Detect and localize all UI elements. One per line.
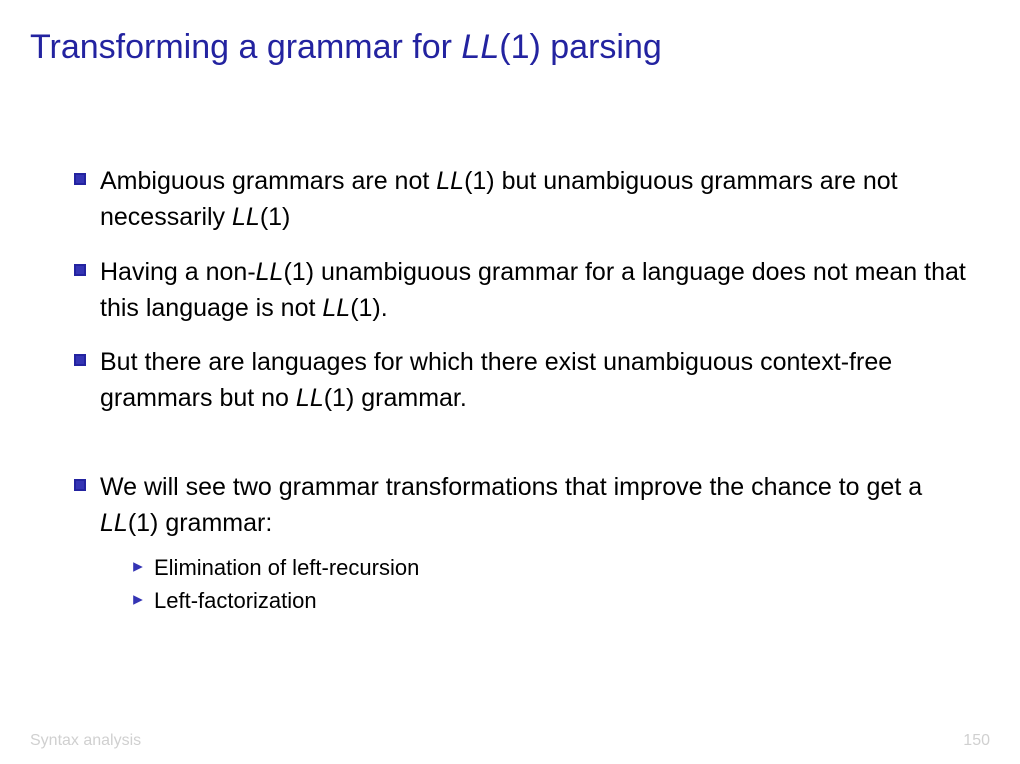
footer-right: 150 (963, 732, 990, 750)
triangle-bullet-icon (132, 593, 144, 611)
content-area: Ambiguous grammars are not LL(1) but una… (30, 163, 990, 617)
triangle-bullet-icon (132, 560, 144, 578)
title-post: (1) parsing (499, 28, 662, 66)
bullet-text: We will see two grammar transformations … (100, 469, 966, 542)
square-bullet-icon (74, 354, 86, 366)
slide-title: Transforming a grammar for LL(1) parsing (30, 28, 990, 67)
footer: Syntax analysis 150 (30, 732, 990, 750)
bullet-item: Having a non-LL(1) unambiguous grammar f… (74, 254, 966, 327)
bullet-item: Ambiguous grammars are not LL(1) but una… (74, 163, 966, 236)
title-pre: Transforming a grammar for (30, 28, 461, 66)
sub-bullet-list: Elimination of left-recursionLeft-factor… (74, 553, 966, 617)
bullet-text: Having a non-LL(1) unambiguous grammar f… (100, 254, 966, 327)
square-bullet-icon (74, 479, 86, 491)
sub-bullet-text: Elimination of left-recursion (154, 553, 419, 584)
slide: Transforming a grammar for LL(1) parsing… (0, 0, 1020, 764)
sub-bullet-text: Left-factorization (154, 586, 317, 617)
title-ital: LL (461, 28, 499, 66)
bullet-item: We will see two grammar transformations … (74, 469, 966, 542)
bullet-text: Ambiguous grammars are not LL(1) but una… (100, 163, 966, 236)
sub-bullet-item: Left-factorization (132, 586, 966, 617)
sub-bullet-item: Elimination of left-recursion (132, 553, 966, 584)
bullet-text: But there are languages for which there … (100, 344, 966, 417)
bullet-item: But there are languages for which there … (74, 344, 966, 417)
square-bullet-icon (74, 173, 86, 185)
square-bullet-icon (74, 264, 86, 276)
footer-left: Syntax analysis (30, 732, 141, 750)
